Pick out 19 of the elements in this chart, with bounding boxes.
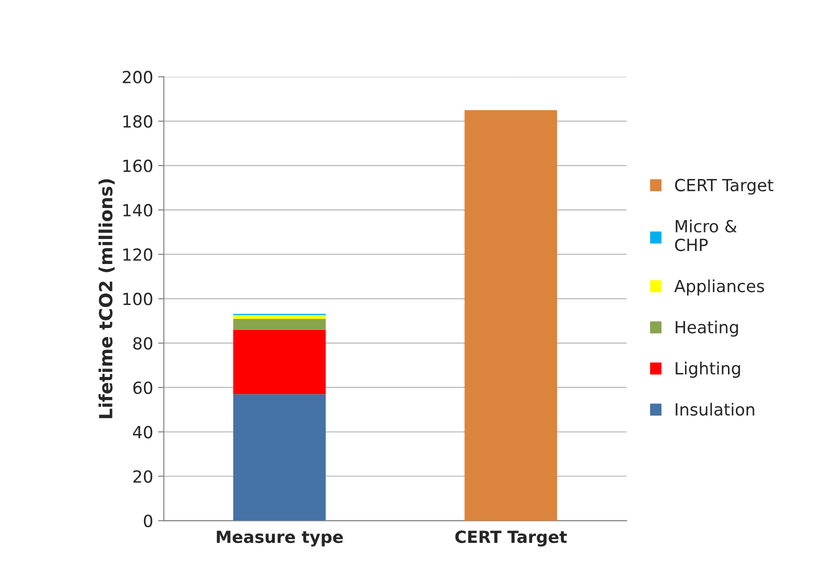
y-tick-label: 20 <box>133 470 152 483</box>
y-tick-label: 100 <box>123 292 152 306</box>
y-axis-title: Lifetime tCO2 (millions) <box>98 179 115 418</box>
y-tick-label: 200 <box>122 70 152 84</box>
x-tick-label: Measure type <box>216 530 343 546</box>
y-tick-label: 60 <box>133 381 152 394</box>
legend-label: Insulation <box>676 402 754 416</box>
y-tick-label: 0 <box>144 514 152 528</box>
y-tick-label: 160 <box>123 160 152 172</box>
legend-label: Lighting <box>676 362 740 378</box>
y-tick-label: 80 <box>133 337 152 350</box>
y-tick-label: 140 <box>123 204 152 217</box>
y-tick-label: 180 <box>123 115 152 128</box>
y-tick-label: 120 <box>123 248 152 261</box>
legend-label: CERT Target <box>675 178 774 195</box>
legend-label: Appliances <box>674 279 764 296</box>
y-tick-label: 40 <box>132 426 152 438</box>
legend-label: Heating <box>676 320 738 337</box>
legend-label: Micro & CHP <box>675 220 737 252</box>
